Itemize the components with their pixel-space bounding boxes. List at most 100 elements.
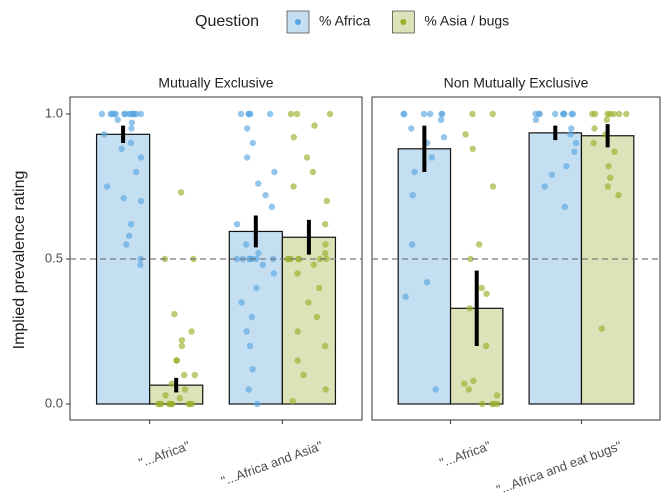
data-point xyxy=(253,400,261,408)
data-point xyxy=(268,203,276,210)
data-point xyxy=(245,255,253,263)
bar xyxy=(95,133,151,405)
data-point xyxy=(305,299,312,306)
data-point xyxy=(128,119,136,126)
data-point xyxy=(465,386,473,393)
data-point xyxy=(411,168,418,176)
bar xyxy=(281,236,337,405)
data-point xyxy=(491,400,498,408)
data-point xyxy=(191,371,199,379)
facet-title: Non Mutually Exclusive xyxy=(444,75,589,91)
data-point xyxy=(321,342,329,350)
data-point xyxy=(469,145,476,152)
data-point xyxy=(426,110,434,118)
data-point xyxy=(245,386,252,393)
legend-label: % Africa xyxy=(319,13,371,29)
data-point xyxy=(127,139,135,147)
data-point xyxy=(322,221,329,228)
data-point xyxy=(311,122,318,129)
data-point xyxy=(270,270,278,277)
data-point xyxy=(289,397,296,405)
data-point xyxy=(294,328,301,335)
data-point xyxy=(120,194,127,202)
data-point xyxy=(259,261,267,268)
data-point xyxy=(607,174,614,181)
data-point xyxy=(478,284,486,292)
data-point xyxy=(598,325,606,332)
data-point xyxy=(615,110,623,118)
legend-label: % Asia / bugs xyxy=(424,13,509,29)
data-point xyxy=(127,221,135,228)
data-point xyxy=(615,192,622,199)
data-point xyxy=(536,110,544,118)
data-point xyxy=(611,148,618,155)
data-point xyxy=(423,279,431,286)
data-point xyxy=(462,131,469,138)
data-point xyxy=(315,284,323,292)
data-point xyxy=(133,110,140,118)
data-point xyxy=(532,116,540,124)
data-point xyxy=(262,192,269,199)
data-point xyxy=(293,110,301,118)
data-point xyxy=(322,250,329,257)
x-tick-label: "...Africa and Asia" xyxy=(219,438,325,489)
y-axis-label: Implied prevalence rating xyxy=(11,171,28,350)
legend-dot xyxy=(295,19,301,25)
data-point xyxy=(489,183,497,190)
data-point xyxy=(589,110,596,118)
data-point xyxy=(171,310,178,318)
data-point xyxy=(541,183,548,190)
data-point xyxy=(467,255,474,263)
data-point xyxy=(238,299,245,306)
data-point xyxy=(559,110,567,118)
data-point xyxy=(310,261,318,268)
data-point xyxy=(567,131,574,138)
data-point xyxy=(294,357,301,364)
data-point xyxy=(300,371,307,379)
data-point xyxy=(181,386,189,393)
data-point xyxy=(322,386,329,393)
data-point xyxy=(290,183,297,190)
data-point xyxy=(479,400,486,408)
data-point xyxy=(294,270,301,277)
data-point xyxy=(243,154,251,161)
x-tick-label: "...Africa and eat bugs" xyxy=(494,438,624,495)
data-point xyxy=(290,134,297,141)
data-point xyxy=(137,154,145,161)
data-point xyxy=(242,241,250,248)
data-point xyxy=(253,284,260,292)
data-point xyxy=(402,293,409,300)
data-point xyxy=(118,145,125,152)
data-point xyxy=(266,110,274,118)
data-point xyxy=(303,154,311,161)
facet-title: Mutually Exclusive xyxy=(158,75,273,91)
data-point xyxy=(591,125,598,132)
data-point xyxy=(168,380,175,387)
data-point xyxy=(255,180,262,187)
data-point xyxy=(178,337,186,344)
data-point xyxy=(568,110,575,118)
data-point xyxy=(590,139,597,147)
data-point xyxy=(249,139,256,147)
data-point xyxy=(169,400,176,408)
data-point xyxy=(604,183,612,190)
legend-dot xyxy=(400,19,407,25)
data-point xyxy=(440,134,448,141)
data-point xyxy=(401,110,408,118)
data-point xyxy=(466,305,474,312)
data-point xyxy=(323,197,331,205)
data-point xyxy=(551,110,559,118)
bar xyxy=(397,148,452,405)
data-point xyxy=(128,125,135,132)
data-point xyxy=(606,110,614,118)
data-point xyxy=(98,110,106,118)
facet-strip xyxy=(70,72,362,96)
data-point xyxy=(246,342,254,350)
data-point xyxy=(313,313,321,321)
data-point xyxy=(295,255,302,263)
data-point xyxy=(309,168,317,176)
data-point xyxy=(100,131,108,138)
data-point xyxy=(493,392,501,399)
data-point xyxy=(475,241,483,248)
